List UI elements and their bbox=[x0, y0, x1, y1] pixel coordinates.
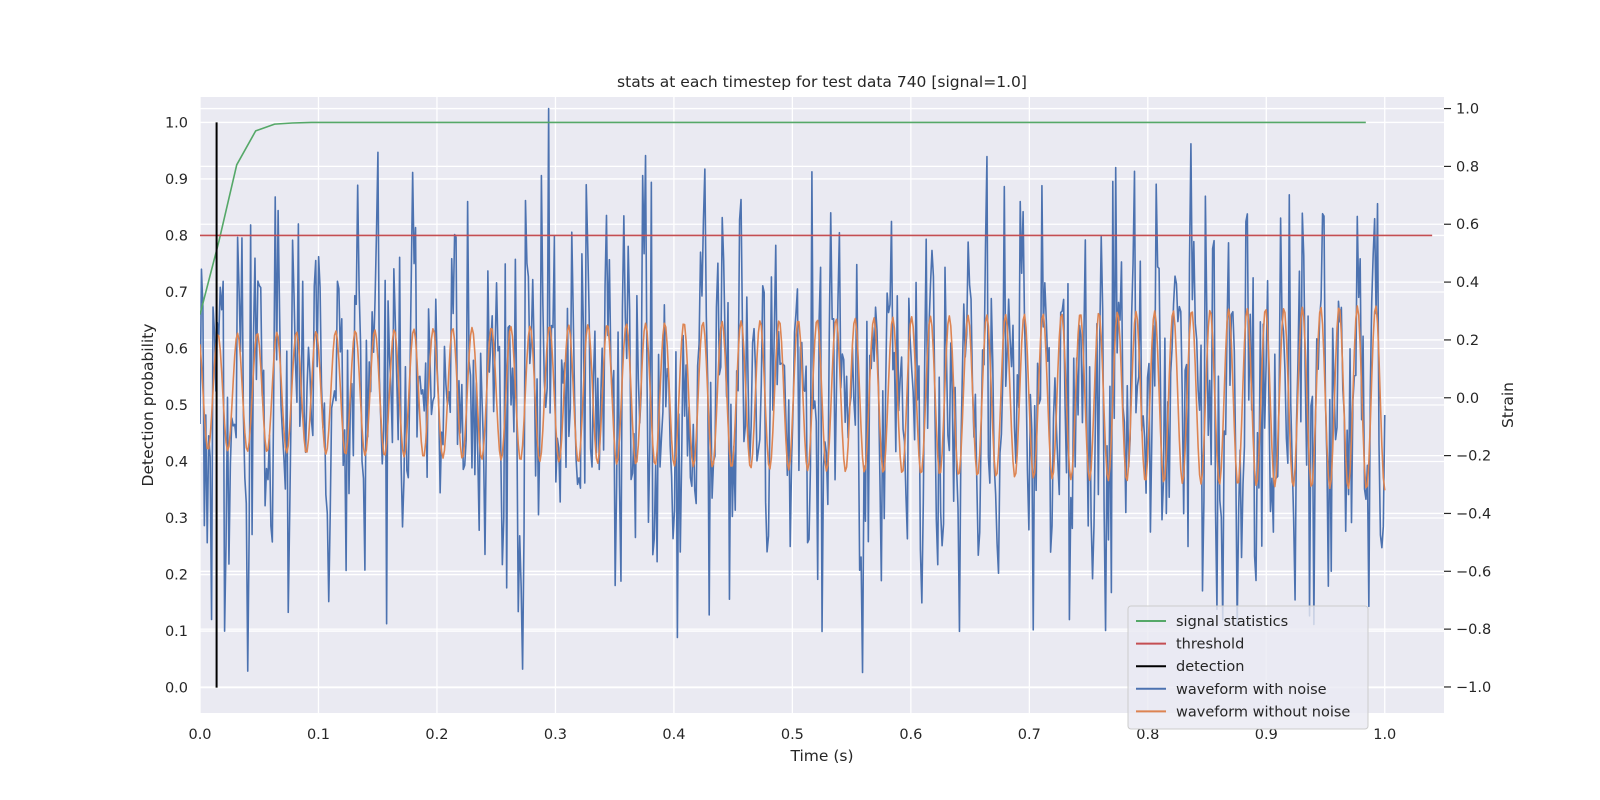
x-tick-label: 0.2 bbox=[425, 727, 448, 743]
chart-title: stats at each timestep for test data 740… bbox=[617, 73, 1027, 91]
y-right-tick-label: 0.4 bbox=[1456, 275, 1479, 291]
series-signal-statistics bbox=[200, 121, 1366, 315]
x-axis-title: Time (s) bbox=[789, 747, 853, 765]
y-right-tick-label: −0.4 bbox=[1456, 506, 1491, 522]
x-tick-label: 0.0 bbox=[188, 727, 211, 743]
legend: signal statistics threshold detection wavef… bbox=[1127, 605, 1369, 730]
legend-box bbox=[1127, 605, 1369, 730]
y-left-tick-label: 0.7 bbox=[165, 285, 188, 301]
y-right-tick-label: 0.6 bbox=[1456, 217, 1479, 233]
y-left-tick-label: 1.0 bbox=[165, 115, 188, 131]
x-tick-label: 0.6 bbox=[899, 727, 922, 743]
y-axis-right-title: Strain bbox=[1499, 382, 1517, 428]
axis-ticks: 0.0 0.1 0.2 0.3 0.4 0.5 0.6 0.7 0.8 0.9 1.0 0.0 0.1 0… bbox=[165, 102, 1491, 743]
y-right-tick-label: −1.0 bbox=[1456, 680, 1491, 696]
y-right-tick-label: 0.0 bbox=[1456, 391, 1479, 407]
x-tick-label: 0.8 bbox=[1136, 727, 1159, 743]
data-layer bbox=[200, 107, 1433, 688]
y-left-tick-label: 0.8 bbox=[165, 228, 188, 244]
y-left-tick-label: 0.4 bbox=[165, 455, 188, 471]
y-right-tick-label: −0.6 bbox=[1456, 564, 1491, 580]
y-left-tick-label: 0.6 bbox=[165, 341, 188, 357]
legend-item: signal statistics bbox=[1136, 614, 1288, 630]
legend-item: waveform with noise bbox=[1136, 682, 1327, 698]
y-right-tick-label: 0.8 bbox=[1456, 159, 1479, 175]
x-tick-label: 1.0 bbox=[1373, 727, 1396, 743]
legend-label: signal statistics bbox=[1176, 614, 1288, 630]
x-tick-label: 0.4 bbox=[662, 727, 685, 743]
y-right-tick-label: −0.8 bbox=[1456, 622, 1491, 638]
x-tick-label: 0.1 bbox=[307, 727, 330, 743]
x-tick-label: 0.3 bbox=[544, 727, 567, 743]
y-axis-left-title: Detection probability bbox=[139, 324, 157, 487]
x-tick-label: 0.5 bbox=[781, 727, 804, 743]
x-tick-label: 0.9 bbox=[1255, 727, 1278, 743]
y-right-tick-label: −0.2 bbox=[1456, 449, 1491, 465]
x-tick-label: 0.7 bbox=[1018, 727, 1041, 743]
y-right-tick-label: 0.2 bbox=[1456, 333, 1479, 349]
y-left-tick-label: 0.5 bbox=[165, 398, 188, 414]
legend-item: threshold bbox=[1136, 637, 1244, 653]
legend-item: detection bbox=[1136, 659, 1244, 675]
y-left-tick-label: 0.9 bbox=[165, 172, 188, 188]
legend-label: detection bbox=[1176, 659, 1244, 675]
y-left-tick-label: 0.2 bbox=[165, 568, 188, 584]
legend-label: waveform with noise bbox=[1176, 682, 1327, 698]
legend-label: threshold bbox=[1176, 637, 1244, 653]
y-right-tick-label: 1.0 bbox=[1456, 102, 1479, 118]
legend-label: waveform without noise bbox=[1176, 704, 1350, 720]
y-left-tick-label: 0.1 bbox=[165, 624, 188, 640]
y-left-tick-label: 0.0 bbox=[165, 681, 188, 697]
y-left-tick-label: 0.3 bbox=[165, 511, 188, 527]
series-waveform-without-noise bbox=[200, 305, 1386, 491]
legend-item: waveform without noise bbox=[1136, 704, 1350, 720]
